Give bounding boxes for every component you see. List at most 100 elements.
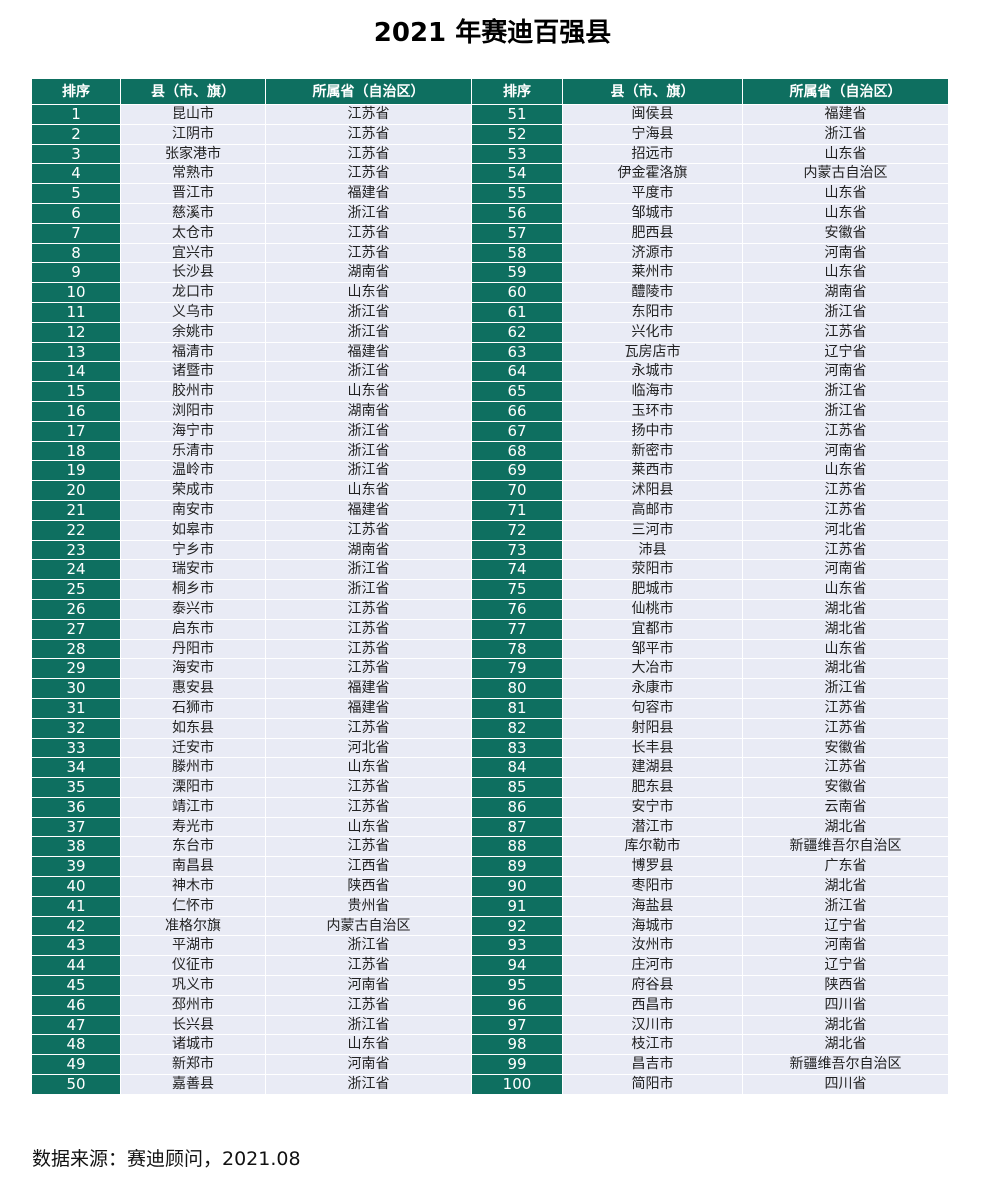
province-cell: 江苏省 bbox=[266, 995, 472, 1016]
county-cell: 扬中市 bbox=[563, 421, 743, 442]
county-cell: 邹平市 bbox=[563, 639, 743, 660]
province-cell: 浙江省 bbox=[266, 421, 472, 442]
county-cell: 东阳市 bbox=[563, 302, 743, 323]
rank-cell: 60 bbox=[472, 283, 563, 303]
province-cell: 陕西省 bbox=[743, 976, 949, 996]
rank-cell: 81 bbox=[472, 698, 563, 719]
county-cell: 仙桃市 bbox=[563, 599, 743, 620]
rank-cell: 91 bbox=[472, 896, 563, 917]
county-cell: 肥城市 bbox=[563, 580, 743, 600]
county-cell: 仁怀市 bbox=[121, 896, 266, 917]
province-cell: 浙江省 bbox=[266, 322, 472, 343]
province-cell: 河南省 bbox=[266, 976, 472, 996]
province-cell: 山东省 bbox=[266, 481, 472, 501]
province-cell: 浙江省 bbox=[743, 679, 949, 699]
rank-cell: 63 bbox=[472, 342, 563, 363]
rank-cell: 80 bbox=[472, 679, 563, 699]
province-cell: 浙江省 bbox=[266, 461, 472, 482]
province-cell: 山东省 bbox=[266, 817, 472, 838]
rank-cell: 37 bbox=[32, 817, 121, 838]
rank-cell: 54 bbox=[472, 164, 563, 185]
county-cell: 简阳市 bbox=[563, 1075, 743, 1095]
rank-cell: 65 bbox=[472, 382, 563, 402]
source-note: 数据来源：赛迪顾问，2021.08 bbox=[32, 1148, 301, 1170]
header-rank: 排序 bbox=[32, 79, 121, 105]
province-cell: 浙江省 bbox=[266, 560, 472, 581]
county-cell: 南昌县 bbox=[121, 857, 266, 878]
county-cell: 太仓市 bbox=[121, 223, 266, 244]
province-cell: 陕西省 bbox=[266, 877, 472, 897]
province-cell: 山东省 bbox=[743, 263, 949, 284]
county-cell: 慈溪市 bbox=[121, 203, 266, 224]
county-cell: 滕州市 bbox=[121, 758, 266, 779]
county-cell: 瓦房店市 bbox=[563, 342, 743, 363]
rank-cell: 8 bbox=[32, 243, 121, 264]
county-cell: 闽侯县 bbox=[563, 105, 743, 125]
county-cell: 安宁市 bbox=[563, 797, 743, 818]
province-cell: 湖北省 bbox=[743, 1015, 949, 1036]
rank-cell: 98 bbox=[472, 1035, 563, 1056]
rank-cell: 85 bbox=[472, 778, 563, 798]
county-cell: 东台市 bbox=[121, 837, 266, 858]
county-cell: 永康市 bbox=[563, 679, 743, 699]
county-cell: 庄河市 bbox=[563, 956, 743, 977]
county-cell: 新密市 bbox=[563, 441, 743, 462]
rank-cell: 79 bbox=[472, 659, 563, 680]
rank-cell: 6 bbox=[32, 203, 121, 224]
county-cell: 招远市 bbox=[563, 144, 743, 165]
rank-cell: 57 bbox=[472, 223, 563, 244]
rank-cell: 29 bbox=[32, 659, 121, 680]
rank-cell: 68 bbox=[472, 441, 563, 462]
province-cell: 山东省 bbox=[266, 283, 472, 303]
province-cell: 福建省 bbox=[266, 342, 472, 363]
county-cell: 神木市 bbox=[121, 877, 266, 897]
rank-cell: 9 bbox=[32, 263, 121, 284]
header-rank: 排序 bbox=[472, 79, 563, 105]
county-cell: 胶州市 bbox=[121, 382, 266, 402]
county-cell: 乐清市 bbox=[121, 441, 266, 462]
rank-cell: 3 bbox=[32, 144, 121, 165]
county-cell: 如东县 bbox=[121, 718, 266, 739]
rank-cell: 27 bbox=[32, 619, 121, 640]
rank-cell: 51 bbox=[472, 105, 563, 125]
county-cell: 长兴县 bbox=[121, 1015, 266, 1036]
rank-cell: 43 bbox=[32, 936, 121, 957]
province-cell: 四川省 bbox=[743, 1075, 949, 1095]
province-cell: 浙江省 bbox=[743, 124, 949, 145]
province-cell: 内蒙古自治区 bbox=[266, 916, 472, 937]
rank-cell: 86 bbox=[472, 797, 563, 818]
rank-cell: 12 bbox=[32, 322, 121, 343]
rank-cell: 4 bbox=[32, 164, 121, 185]
county-cell: 海盐县 bbox=[563, 896, 743, 917]
province-cell: 山东省 bbox=[266, 382, 472, 402]
header-province: 所属省（自治区） bbox=[266, 79, 472, 105]
rank-cell: 67 bbox=[472, 421, 563, 442]
province-cell: 河北省 bbox=[743, 520, 949, 541]
county-cell: 莱州市 bbox=[563, 263, 743, 284]
rank-cell: 18 bbox=[32, 441, 121, 462]
county-cell: 沭阳县 bbox=[563, 481, 743, 501]
county-cell: 寿光市 bbox=[121, 817, 266, 838]
county-cell: 惠安县 bbox=[121, 679, 266, 699]
rank-cell: 95 bbox=[472, 976, 563, 996]
rank-cell: 39 bbox=[32, 857, 121, 878]
county-cell: 荣成市 bbox=[121, 481, 266, 501]
rank-cell: 84 bbox=[472, 758, 563, 779]
rank-cell: 96 bbox=[472, 995, 563, 1016]
rank-cell: 64 bbox=[472, 362, 563, 383]
county-cell: 巩义市 bbox=[121, 976, 266, 996]
county-cell: 长丰县 bbox=[563, 738, 743, 759]
rank-cell: 70 bbox=[472, 481, 563, 501]
province-cell: 浙江省 bbox=[743, 382, 949, 402]
county-cell: 射阳县 bbox=[563, 718, 743, 739]
county-cell: 宜都市 bbox=[563, 619, 743, 640]
rank-cell: 44 bbox=[32, 956, 121, 977]
county-cell: 桐乡市 bbox=[121, 580, 266, 600]
rank-cell: 89 bbox=[472, 857, 563, 878]
province-cell: 河南省 bbox=[743, 243, 949, 264]
county-cell: 宁海县 bbox=[563, 124, 743, 145]
rank-cell: 58 bbox=[472, 243, 563, 264]
province-cell: 山东省 bbox=[266, 1035, 472, 1056]
rank-cell: 33 bbox=[32, 738, 121, 759]
rank-cell: 20 bbox=[32, 481, 121, 501]
